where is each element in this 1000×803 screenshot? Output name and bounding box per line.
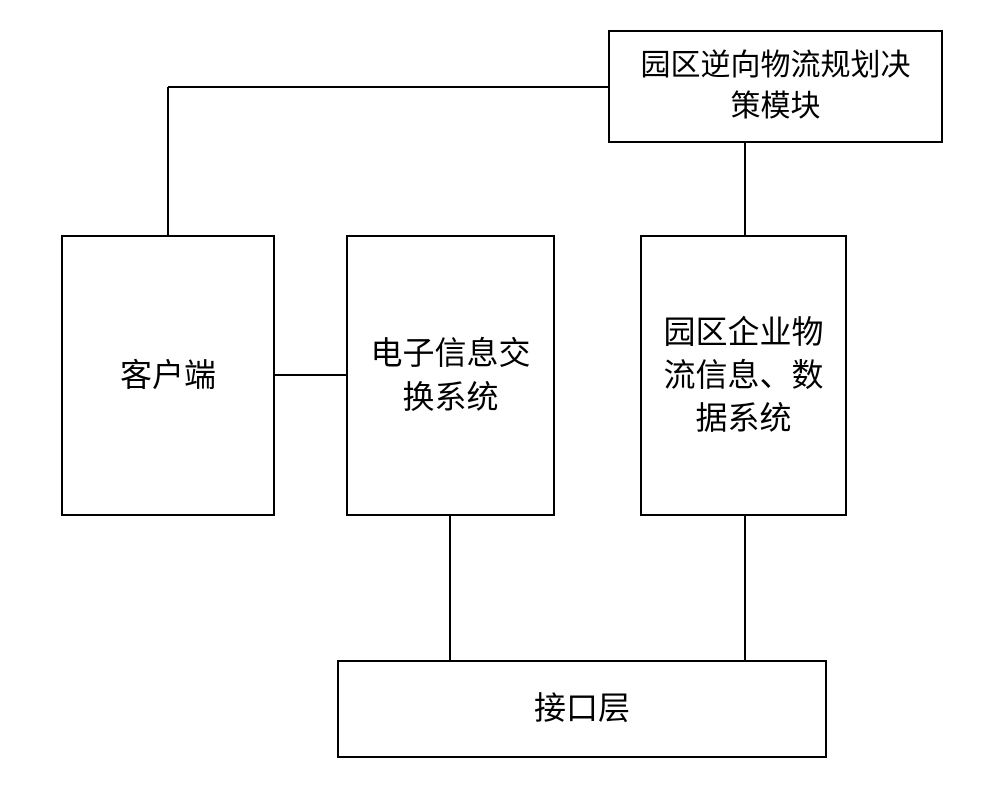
diagram-canvas: 园区逆向物流规划决策模块 客户端 电子信息交换系统 园区企业物流信息、数据系统 … (0, 0, 1000, 803)
node-interface: 接口层 (337, 660, 827, 758)
node-info: 园区企业物流信息、数据系统 (640, 235, 847, 516)
node-exchange: 电子信息交换系统 (346, 235, 555, 516)
node-info-label: 园区企业物流信息、数据系统 (663, 311, 823, 441)
node-interface-label: 接口层 (534, 687, 630, 730)
node-client: 客户端 (61, 235, 275, 516)
node-top-label: 园区逆向物流规划决策模块 (641, 46, 911, 127)
node-exchange-label: 电子信息交换系统 (370, 332, 530, 418)
node-top: 园区逆向物流规划决策模块 (608, 30, 943, 143)
node-client-label: 客户端 (120, 354, 216, 397)
